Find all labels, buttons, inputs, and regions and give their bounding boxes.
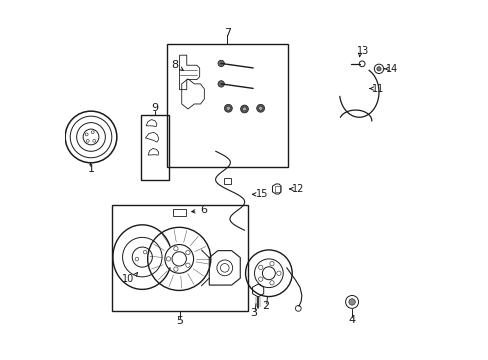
Circle shape [348, 299, 355, 305]
Circle shape [93, 139, 96, 142]
Circle shape [242, 107, 246, 111]
Circle shape [218, 60, 224, 67]
Circle shape [135, 257, 139, 261]
Bar [223, 178, 230, 184]
Text: 5: 5 [176, 316, 183, 325]
Text: 8: 8 [171, 60, 178, 70]
Circle shape [376, 67, 380, 71]
Bar [112, 205, 247, 311]
Text: 7: 7 [224, 28, 230, 38]
Circle shape [258, 265, 263, 270]
Circle shape [166, 257, 170, 261]
Bar [167, 44, 287, 167]
Circle shape [173, 247, 178, 251]
Circle shape [269, 281, 274, 285]
Circle shape [173, 267, 178, 271]
Text: 3: 3 [250, 308, 257, 318]
Circle shape [91, 131, 94, 134]
Text: 14: 14 [386, 64, 398, 74]
Circle shape [256, 104, 264, 112]
Text: 11: 11 [371, 84, 384, 94]
Circle shape [185, 251, 190, 255]
Text: 4: 4 [348, 315, 355, 325]
Text: 10: 10 [122, 274, 134, 284]
Text: 13: 13 [356, 46, 368, 56]
Text: 12: 12 [291, 184, 304, 194]
Circle shape [85, 133, 88, 136]
Text: 2: 2 [261, 301, 268, 311]
Bar [173, 209, 186, 216]
Circle shape [226, 106, 230, 110]
Bar [140, 116, 169, 180]
Circle shape [269, 261, 274, 266]
Text: 15: 15 [255, 189, 267, 199]
Circle shape [276, 271, 281, 275]
Circle shape [240, 105, 248, 113]
Circle shape [218, 81, 224, 87]
Circle shape [258, 277, 263, 281]
Circle shape [143, 250, 147, 254]
Circle shape [86, 139, 89, 142]
Text: 1: 1 [87, 164, 94, 174]
Bar [275, 186, 279, 192]
Text: 6: 6 [200, 206, 206, 216]
Circle shape [224, 104, 232, 112]
Circle shape [185, 263, 190, 267]
Circle shape [258, 106, 262, 110]
Text: 9: 9 [151, 103, 158, 113]
